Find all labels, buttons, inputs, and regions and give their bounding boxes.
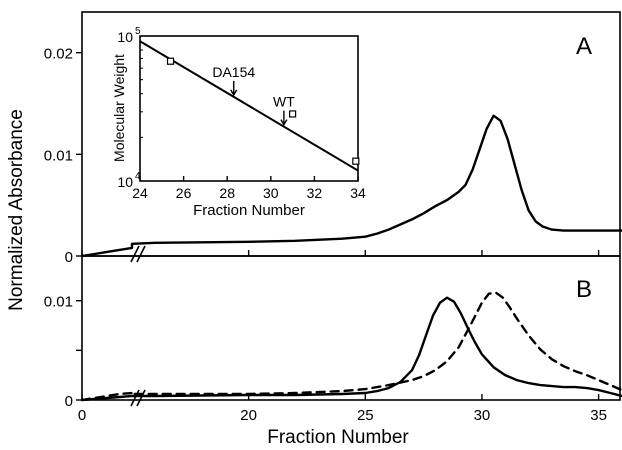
inset-data-point	[289, 110, 297, 118]
panel-b-frame	[81, 255, 621, 401]
panel-a-y-tick-label: 0	[65, 249, 73, 266]
panel-b-series	[80, 291, 622, 402]
inset-frame	[139, 35, 359, 182]
inset-data-point	[352, 157, 360, 165]
inset-data-point	[166, 57, 175, 65]
axis-break-mark	[130, 245, 140, 263]
panel-a-axis-break	[130, 245, 146, 263]
panel-b-axis-break	[130, 389, 146, 407]
panel-b-x-tick-label: 0	[78, 407, 86, 424]
inset-annotation-arrowhead	[230, 89, 238, 97]
inset-x-tick-label: 28	[219, 185, 235, 201]
inset-x-tick-label: 34	[350, 185, 366, 201]
panel-b-series-dashed-line	[80, 291, 622, 402]
panel-a-y-tick-label: 0.01	[44, 147, 73, 164]
panel-b-x-tick-label: 25	[357, 407, 374, 424]
panel-b-x-axis: 0 20 25 30 35	[78, 394, 607, 424]
panel-b-y-axis: 00.01	[44, 294, 82, 410]
panel-b: B 00.01 0 20 25 30 35	[44, 255, 622, 424]
inset-x-label: Fraction Number	[193, 202, 305, 219]
x-axis-title: Fraction Number	[267, 427, 409, 448]
inset-y-tick-label-bottom: 10	[117, 174, 133, 190]
panel-a-y-tick-label: 0.02	[44, 46, 73, 63]
panel-b-y-tick-label: 0.01	[44, 294, 73, 311]
inset-x-tick-label: 26	[176, 185, 192, 201]
panel-a-series-solid-line	[80, 114, 622, 258]
inset-x-tick-label: 30	[263, 185, 279, 201]
axis-break-mark	[130, 389, 140, 407]
panel-a-label: A	[576, 33, 592, 60]
axis-break-mark	[136, 245, 146, 263]
y-axis-title: Normalized Absorbance	[6, 109, 27, 311]
inset-y-tick-label-top: 10	[117, 29, 133, 45]
inset-annotation-label: WT	[273, 94, 295, 110]
panel-b-x-tick-label: 30	[474, 407, 491, 424]
panel-b-y-tick-label: 0	[65, 393, 73, 410]
panel-b-x-tick-label: 35	[590, 407, 607, 424]
axis-break-mark	[136, 389, 146, 407]
inset-fit-line	[139, 40, 359, 172]
inset-y-tick-exponent-bottom: 4	[135, 171, 141, 182]
inset-marks: DA154 WT	[139, 40, 360, 172]
panel-b-x-tick-label: 20	[240, 407, 257, 424]
inset-x-axis: 24 26 28 30 32 34	[132, 176, 366, 201]
inset-x-tick-label: 24	[132, 185, 148, 201]
inset-y-tick-exponent-top: 5	[135, 26, 141, 37]
panel-b-label: B	[576, 276, 592, 303]
inset-x-tick-label: 32	[307, 185, 323, 201]
panel-a-x-axis	[81, 250, 600, 256]
panel-a-series	[80, 114, 622, 258]
inset-annotation-label: DA154	[212, 64, 255, 80]
inset-y-label: Molecular Weight	[111, 54, 127, 162]
panel-a-y-axis: 0 0.01 0.02	[44, 46, 82, 266]
inset-annotation-arrowhead	[280, 119, 288, 126]
